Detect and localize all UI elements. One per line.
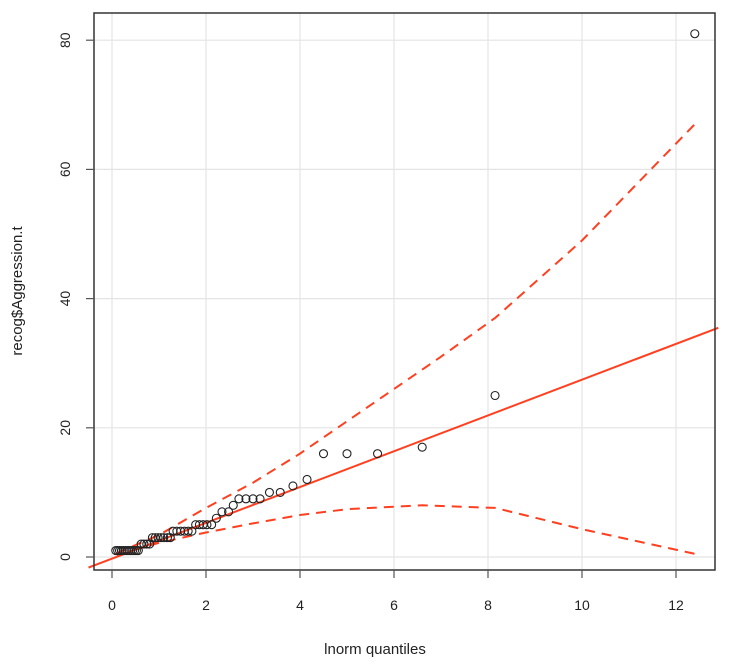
lower-confidence-band bbox=[116, 504, 696, 557]
x-tick-label: 0 bbox=[108, 597, 116, 613]
data-point bbox=[139, 539, 149, 549]
data-point bbox=[162, 533, 173, 543]
data-points bbox=[111, 29, 700, 556]
data-point bbox=[241, 494, 251, 504]
data-point bbox=[228, 500, 238, 510]
data-point bbox=[342, 449, 352, 459]
data-point bbox=[490, 390, 500, 401]
data-point bbox=[690, 29, 700, 39]
data-point bbox=[417, 442, 427, 452]
y-tick-label: 80 bbox=[57, 32, 73, 48]
data-point bbox=[142, 539, 152, 549]
data-point bbox=[211, 513, 221, 523]
grid bbox=[94, 13, 715, 570]
y-axis-label: recog$Aggression.t bbox=[9, 226, 26, 356]
confidence-bands bbox=[116, 123, 696, 557]
y-tick-label: 20 bbox=[57, 420, 73, 436]
fit-line-group bbox=[88, 326, 719, 569]
data-point bbox=[156, 533, 166, 543]
data-point bbox=[224, 507, 234, 517]
data-point bbox=[159, 533, 169, 543]
x-tick-label: 8 bbox=[484, 597, 492, 613]
y-axis: 0 20 40 60 80 bbox=[57, 32, 94, 561]
data-point bbox=[264, 487, 275, 497]
data-point bbox=[153, 533, 163, 543]
data-point bbox=[255, 494, 265, 504]
y-tick-label: 60 bbox=[57, 161, 73, 177]
x-tick-label: 6 bbox=[390, 597, 398, 613]
data-point bbox=[275, 487, 285, 497]
data-point bbox=[217, 507, 227, 517]
y-tick-label: 0 bbox=[57, 553, 73, 561]
data-point bbox=[183, 526, 193, 536]
data-point bbox=[202, 520, 212, 530]
data-point bbox=[248, 494, 258, 504]
data-point bbox=[207, 520, 217, 530]
x-tick-label: 4 bbox=[296, 597, 304, 613]
x-axis: 0 2 4 6 8 10 12 bbox=[108, 570, 684, 613]
x-tick-label: 2 bbox=[202, 597, 210, 613]
data-point bbox=[302, 474, 312, 485]
x-axis-label: lnorm quantiles bbox=[324, 641, 426, 658]
plot-frame bbox=[93, 12, 716, 571]
x-tick-label: 10 bbox=[574, 597, 590, 613]
x-tick-label: 12 bbox=[668, 597, 684, 613]
data-point bbox=[234, 494, 244, 504]
upper-confidence-band bbox=[116, 123, 696, 555]
data-point bbox=[288, 481, 298, 491]
data-point bbox=[318, 449, 329, 459]
data-point bbox=[372, 449, 383, 459]
y-tick-label: 40 bbox=[57, 291, 73, 307]
fit-line bbox=[88, 326, 719, 569]
